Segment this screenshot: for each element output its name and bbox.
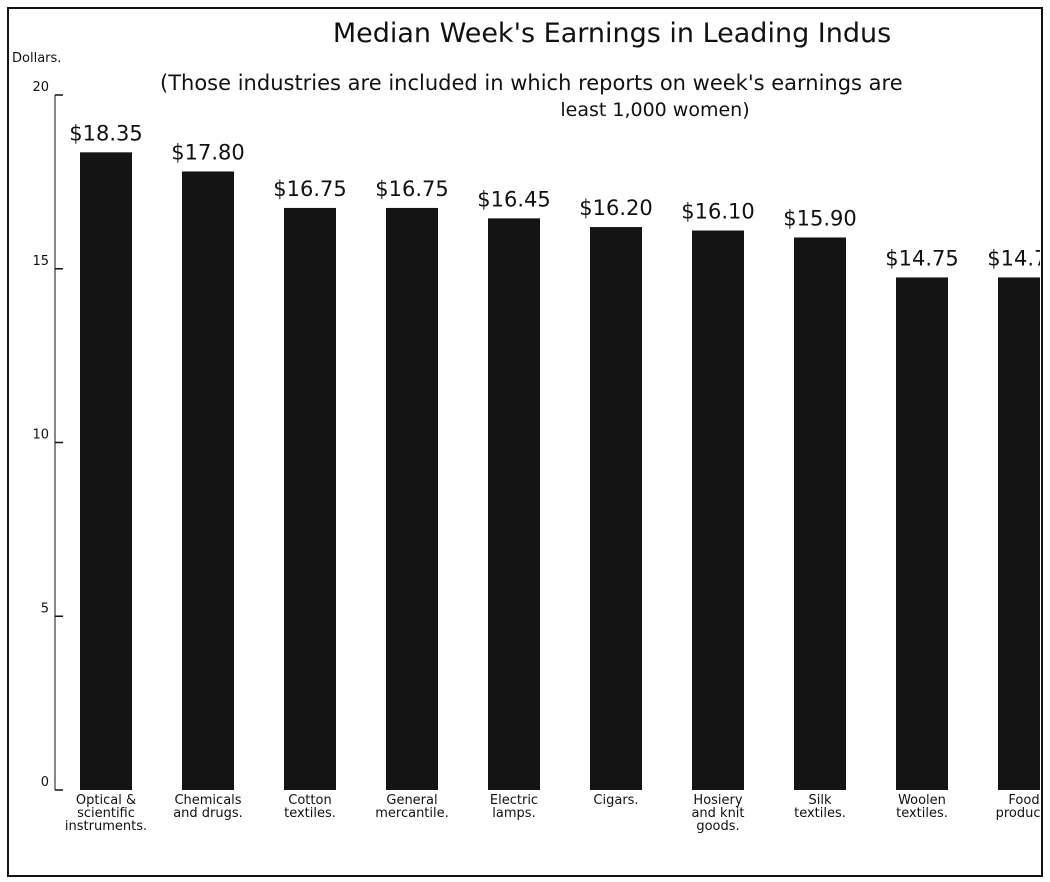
x-tick-label-line: Food [1008, 793, 1039, 808]
x-tick-label: Silk textiles. [794, 793, 846, 821]
x-tick-label-line: textiles. [794, 806, 846, 821]
x-tick-label: Hosiery and knit goods. [691, 793, 744, 834]
chart-title: Median Week's Earnings in Leading Indus [333, 18, 891, 49]
x-tick-label-line: textiles. [284, 806, 336, 821]
x-tick-label: Food products [996, 793, 1050, 821]
value-label: $16.45 [477, 187, 550, 211]
value-label: $16.75 [375, 177, 448, 201]
bar [80, 152, 132, 790]
value-label: $16.10 [681, 200, 754, 224]
x-tick-label-line: Cotton [288, 793, 331, 808]
x-tick-label-line: scientific [77, 806, 135, 821]
x-tick-label: Optical & scientific instruments. [65, 793, 147, 834]
bar [488, 218, 540, 791]
x-tick-label-line: Cigars. [593, 793, 638, 808]
x-tick-label: General mercantile. [375, 793, 449, 821]
chart-subtitle: least 1,000 women) [560, 99, 749, 121]
y-axis-label: Dollars. [12, 51, 61, 66]
x-tick-label: Cotton textiles. [284, 793, 336, 821]
x-tick-label-line: Silk [808, 793, 831, 808]
x-tick-label: Electric lamps. [490, 793, 538, 821]
x-tick-label: Woolen textiles. [896, 793, 948, 821]
x-tick-label-line: and knit [691, 806, 744, 821]
x-tick-label-line: Chemicals [174, 793, 241, 808]
x-tick-label-line: Optical & [76, 793, 136, 808]
value-label: $15.90 [783, 206, 856, 230]
x-tick-label-line: mercantile. [375, 806, 449, 821]
value-label: $14.75 [987, 246, 1050, 270]
x-tick-label-line: Hosiery [693, 793, 742, 808]
bar [794, 237, 846, 791]
y-tick-label: 5 [41, 601, 49, 616]
value-label: $17.80 [171, 140, 244, 164]
x-tick-label-line: products [996, 806, 1050, 821]
y-tick-label: 15 [32, 254, 49, 269]
x-tick-label-line: Woolen [898, 793, 946, 808]
bar [590, 227, 642, 791]
y-tick-label: 20 [32, 80, 49, 95]
bar [998, 277, 1040, 790]
bar [896, 277, 948, 790]
x-tick-label-line: lamps. [492, 806, 535, 821]
y-tick-label: 10 [32, 428, 49, 443]
bar [182, 171, 234, 790]
value-label: $16.20 [579, 196, 652, 220]
x-tick-label: Cigars. [593, 793, 638, 808]
x-tick-label-line: Electric [490, 793, 538, 808]
frame [7, 7, 1043, 877]
value-label: $18.35 [69, 121, 142, 145]
x-tick-label-line: and drugs. [173, 806, 243, 821]
x-tick-label-line: General [386, 793, 437, 808]
y-tick-label: 0 [41, 775, 49, 790]
chart-subtitle: (Those industries are included in which … [160, 71, 903, 95]
bar [386, 207, 438, 790]
x-tick-label-line: instruments. [65, 819, 147, 834]
x-tick-label: Chemicals and drugs. [173, 793, 243, 821]
bar [692, 230, 744, 790]
value-label: $14.75 [885, 246, 958, 270]
bar [284, 207, 336, 790]
x-tick-label-line: goods. [696, 819, 739, 834]
x-tick-label-line: textiles. [896, 806, 948, 821]
value-label: $16.75 [273, 177, 346, 201]
